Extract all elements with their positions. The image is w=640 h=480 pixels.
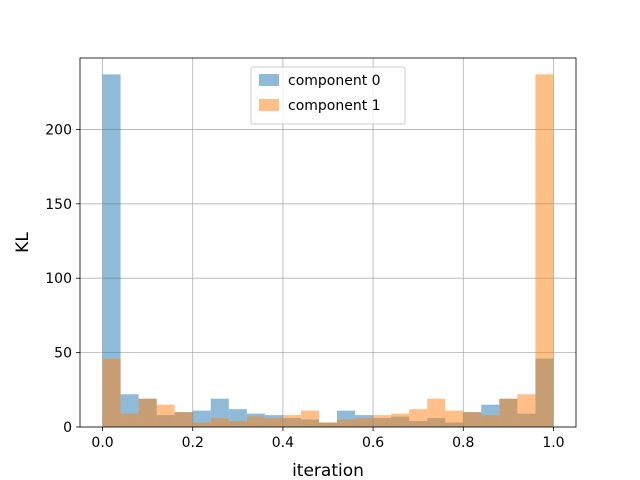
x-tick-label: 0.0 (91, 435, 113, 451)
bar-component-1 (481, 415, 500, 427)
y-tick-label: 150 (45, 197, 72, 213)
bar-component-1 (535, 74, 554, 427)
bar-component-1 (120, 413, 139, 427)
bar-component-1 (282, 415, 301, 427)
bar-component-1 (138, 398, 157, 427)
x-tick-label: 0.4 (272, 435, 294, 451)
bar-component-1 (409, 409, 428, 427)
x-tick-label: 0.8 (452, 435, 474, 451)
legend-label-component-1: component 1 (288, 98, 381, 114)
x-tick-label: 0.6 (362, 435, 384, 451)
bar-component-1 (517, 394, 536, 427)
y-axis-ticks: 0 50 100 150 200 (45, 122, 80, 436)
x-tick-label: 1.0 (542, 435, 564, 451)
plot-frame (79, 57, 577, 428)
bar-component-1 (300, 410, 319, 427)
y-tick-label: 100 (45, 271, 72, 287)
bar-component-1 (210, 418, 229, 427)
bar-component-1 (174, 412, 193, 427)
legend-box (250, 66, 406, 125)
bar-component-1 (192, 422, 211, 427)
bar-component-1 (499, 398, 518, 427)
bar-component-1 (102, 358, 121, 427)
x-axis-label: iteration (292, 461, 364, 480)
bar-component-1 (355, 418, 374, 427)
legend-swatch-component-1 (259, 99, 279, 111)
bar-component-1 (264, 418, 283, 427)
legend-swatch-component-0 (259, 74, 279, 86)
bar-component-1 (246, 416, 265, 427)
y-axis-label: KL (13, 232, 33, 253)
y-tick-label: 200 (45, 122, 72, 138)
x-axis-ticks: 0.0 0.2 0.4 0.6 0.8 1.0 (91, 427, 565, 451)
legend: component 0 component 1 (250, 66, 406, 125)
bar-component-1 (445, 410, 464, 427)
bar-component-1 (337, 419, 356, 427)
bar-component-1 (318, 422, 338, 427)
bar-component-1 (463, 412, 482, 427)
y-tick-label: 0 (63, 420, 72, 436)
bar-component-1 (156, 404, 175, 427)
histogram-bars (102, 74, 554, 427)
bar-component-1 (373, 415, 392, 427)
legend-label-component-0: component 0 (288, 73, 381, 89)
bar-component-1 (427, 398, 446, 427)
bar-component-1 (228, 421, 247, 427)
x-tick-label: 0.2 (182, 435, 204, 451)
bar-component-0 (102, 74, 121, 427)
y-tick-label: 50 (54, 346, 72, 362)
bar-component-1 (391, 413, 410, 427)
